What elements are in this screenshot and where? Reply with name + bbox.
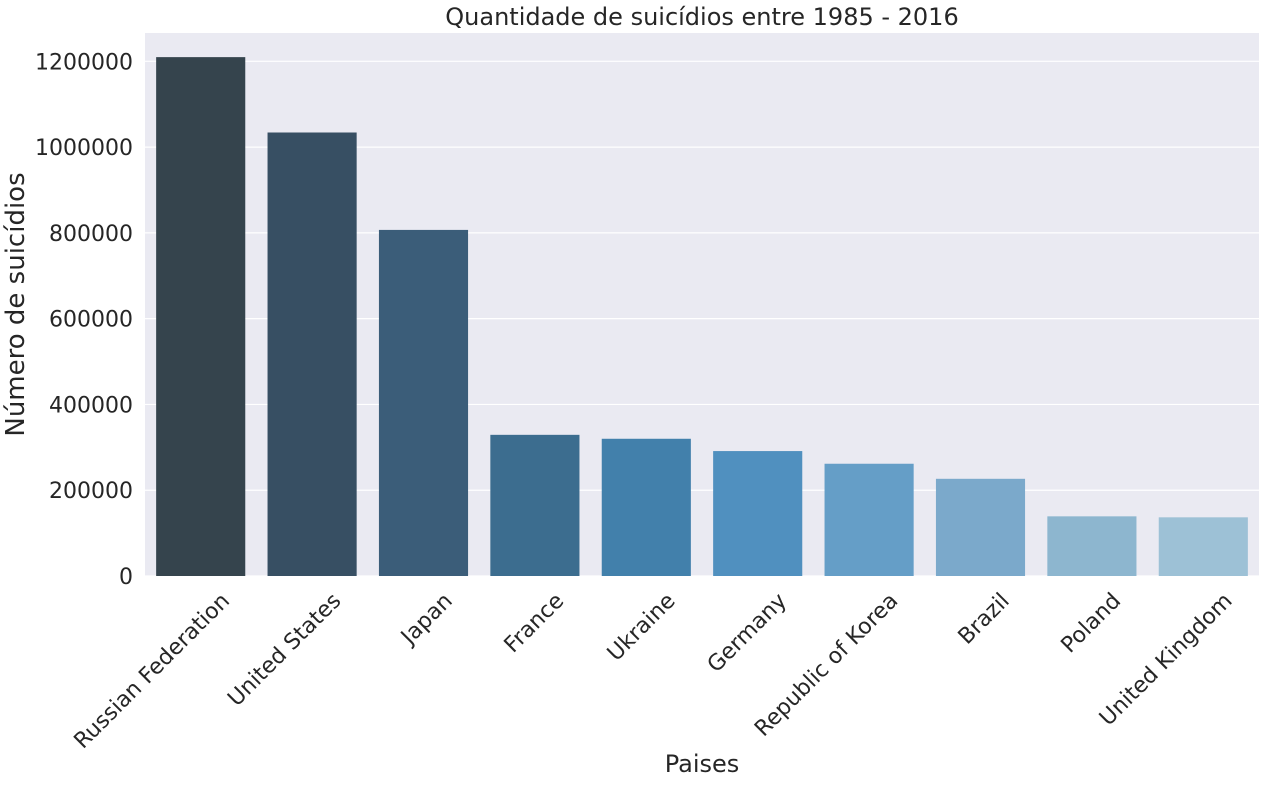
bar bbox=[935, 478, 1026, 576]
bar bbox=[824, 463, 914, 576]
y-axis-ticks: 0 200000 400000 600000 800000 1000000 1200000 bbox=[35, 50, 133, 590]
bar bbox=[267, 132, 357, 576]
x-tick-label: United States bbox=[223, 589, 346, 712]
y-tick-label: 200000 bbox=[49, 479, 133, 504]
bars bbox=[156, 57, 1248, 577]
y-tick-label: 600000 bbox=[49, 308, 133, 333]
bar bbox=[601, 438, 691, 576]
y-tick-label: 400000 bbox=[49, 393, 133, 418]
chart-title: Quantidade de suicídios entre 1985 - 201… bbox=[445, 3, 958, 31]
bar bbox=[378, 229, 469, 577]
y-axis-label: Número de suicídios bbox=[1, 172, 31, 436]
y-tick-label: 1000000 bbox=[35, 136, 133, 161]
x-tick-label: France bbox=[500, 589, 569, 658]
x-tick-label: Germany bbox=[703, 589, 792, 678]
x-tick-label: Poland bbox=[1057, 589, 1127, 659]
y-tick-label: 0 bbox=[119, 565, 133, 590]
x-tick-label: Ukraine bbox=[603, 589, 681, 667]
bar bbox=[490, 434, 580, 576]
x-tick-label: Russian Federation bbox=[70, 589, 235, 754]
y-tick-label: 1200000 bbox=[35, 50, 133, 75]
x-axis-label: Paises bbox=[665, 750, 740, 778]
bar bbox=[1158, 517, 1248, 576]
y-tick-label: 800000 bbox=[49, 222, 133, 247]
x-tick-label: Brazil bbox=[954, 589, 1015, 650]
bar bbox=[156, 57, 246, 576]
bar bbox=[713, 451, 803, 576]
x-tick-label: Japan bbox=[395, 589, 457, 651]
bar bbox=[1047, 516, 1137, 576]
